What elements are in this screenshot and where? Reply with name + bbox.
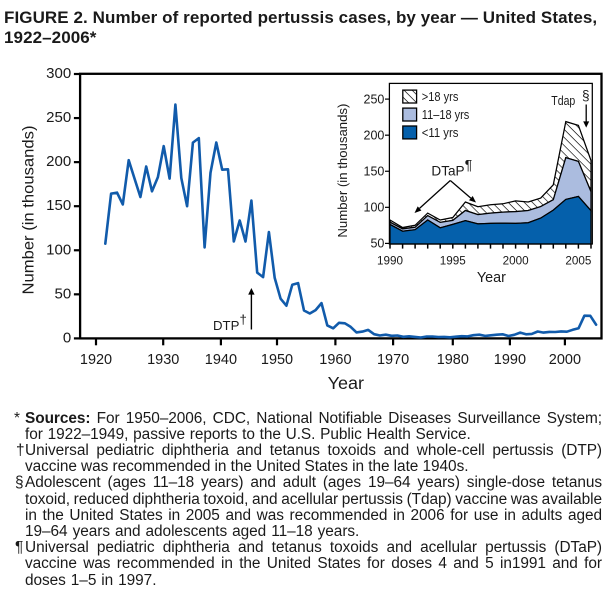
- svg-text:250: 250: [46, 109, 71, 126]
- svg-text:1990: 1990: [494, 351, 526, 368]
- svg-text:1970: 1970: [377, 351, 409, 368]
- svg-text:150: 150: [364, 165, 385, 179]
- svg-text:<11 yrs: <11 yrs: [422, 126, 459, 140]
- svg-text:250: 250: [364, 92, 385, 106]
- svg-text:300: 300: [46, 65, 71, 82]
- svg-text:1995: 1995: [440, 254, 466, 268]
- svg-text:200: 200: [46, 153, 71, 170]
- svg-text:100: 100: [46, 241, 71, 258]
- svg-text:1990: 1990: [377, 254, 403, 268]
- svg-text:1930: 1930: [147, 351, 179, 368]
- svg-text:1980: 1980: [437, 351, 469, 368]
- svg-text:1950: 1950: [261, 351, 293, 368]
- svg-text:50: 50: [370, 237, 384, 251]
- svg-text:11–18 yrs: 11–18 yrs: [422, 108, 470, 122]
- svg-text:2000: 2000: [503, 254, 529, 268]
- svg-text:2005: 2005: [565, 254, 591, 268]
- svg-text:Year: Year: [477, 270, 506, 286]
- svg-text:Number (in thousands): Number (in thousands): [21, 126, 38, 295]
- svg-text:1920: 1920: [80, 351, 112, 368]
- svg-text:2000: 2000: [549, 351, 581, 368]
- svg-text:150: 150: [46, 197, 71, 214]
- svg-text:1940: 1940: [205, 351, 237, 368]
- svg-text:†: †: [240, 312, 247, 327]
- svg-text:DTP: DTP: [213, 318, 240, 333]
- svg-text:50: 50: [55, 285, 72, 302]
- svg-text:100: 100: [364, 201, 385, 215]
- svg-text:200: 200: [364, 129, 385, 143]
- svg-text:¶: ¶: [465, 158, 472, 173]
- svg-text:Tdap: Tdap: [551, 94, 575, 108]
- svg-text:>18 yrs: >18 yrs: [422, 90, 459, 104]
- svg-text:0: 0: [63, 329, 71, 346]
- svg-text:1960: 1960: [319, 351, 351, 368]
- svg-text:§: §: [582, 88, 590, 103]
- svg-text:DTaP: DTaP: [431, 164, 464, 179]
- svg-text:Year: Year: [328, 373, 365, 393]
- svg-text:Number (in thousands): Number (in thousands): [335, 104, 350, 238]
